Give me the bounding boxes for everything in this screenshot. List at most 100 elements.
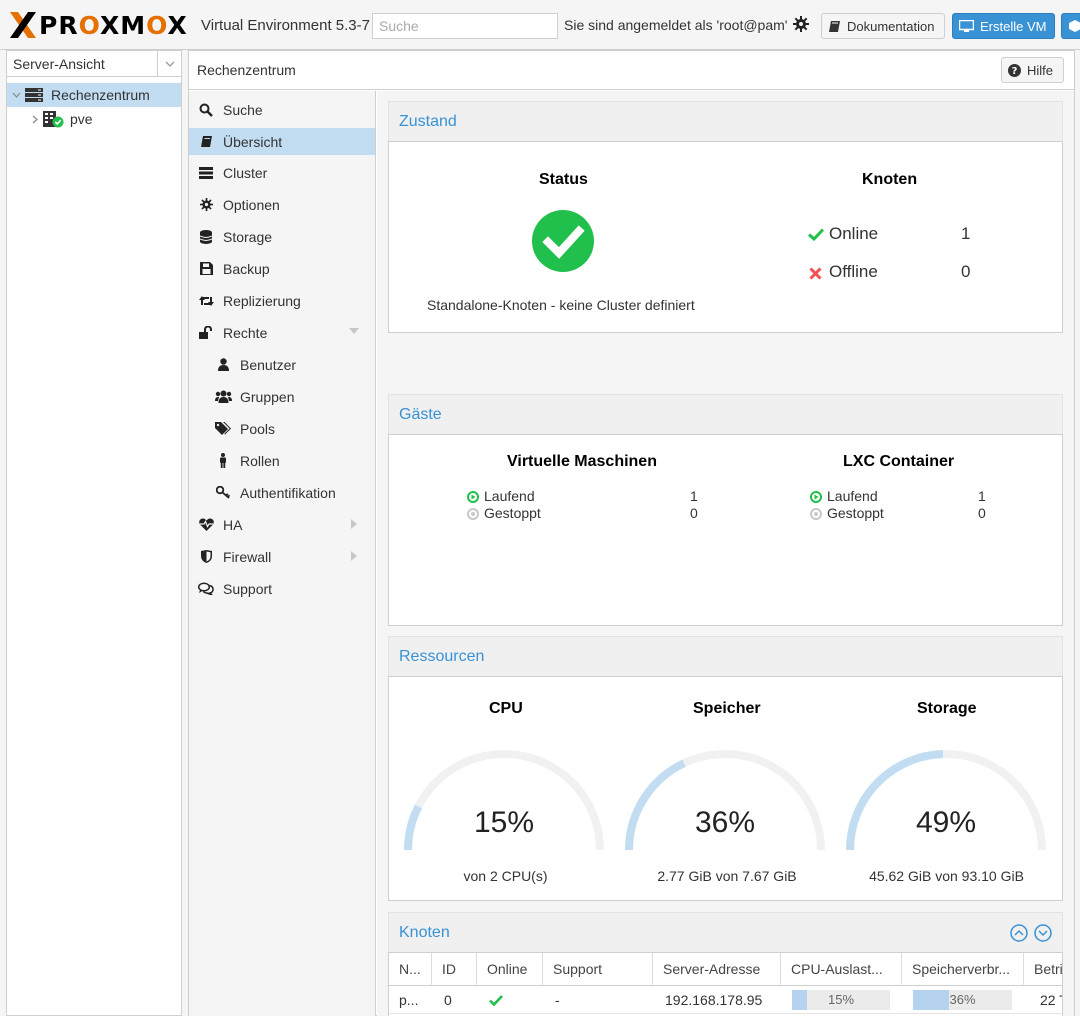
check-icon	[489, 995, 503, 1006]
help-label: Hilfe	[1027, 62, 1054, 78]
menu-item-ha[interactable]: HA	[189, 511, 375, 538]
menu-item-options[interactable]: Optionen	[189, 191, 375, 218]
ct-heading: LXC Container	[843, 453, 955, 470]
user-icon	[214, 357, 232, 373]
male-icon	[214, 453, 232, 469]
cpu-usage-bar: 15%	[792, 990, 890, 1010]
ct-running-label: Laufend	[827, 488, 878, 504]
svg-text:?: ?	[1012, 66, 1018, 77]
proxmox-logo[interactable]: PROXMOX	[8, 10, 188, 40]
gauge-cpu-percent: 15%	[473, 806, 535, 839]
online-label: Online	[829, 224, 879, 243]
menu-item-roles[interactable]: Rollen	[189, 447, 375, 474]
menu-item-replication[interactable]: Replizierung	[189, 287, 375, 314]
menu-item-label: Suche	[223, 101, 263, 118]
caret-down-icon[interactable]	[349, 328, 359, 334]
tree-item-datacenter[interactable]: Rechenzentrum	[7, 83, 181, 107]
gauge-storage-detail: 45.62 GiB von 93.10 GiB	[869, 868, 1024, 884]
menu-item-backup[interactable]: Backup	[189, 255, 375, 282]
memory-usage-bar: 36%	[913, 990, 1012, 1010]
stop-circle-icon	[467, 508, 479, 520]
users-icon	[214, 389, 232, 405]
menu-item-label: Replizierung	[223, 292, 301, 309]
menu-item-users[interactable]: Benutzer	[189, 351, 375, 378]
column-header-name[interactable]: N...	[389, 953, 432, 986]
nodes-heading: Knoten	[862, 171, 918, 188]
gear-icon[interactable]	[793, 16, 809, 32]
column-header-cpu[interactable]: CPU-Auslast...	[781, 953, 902, 986]
retweet-icon	[197, 293, 215, 309]
menu-item-firewall[interactable]: Firewall	[189, 543, 375, 570]
gear-icon	[197, 197, 215, 213]
gauge-cpu-detail: von 2 CPU(s)	[463, 868, 548, 884]
menu-item-overview[interactable]: Übersicht	[189, 128, 375, 155]
panel-guests-title: Gäste	[388, 394, 1063, 434]
comments-icon	[197, 581, 215, 597]
column-header-uptime[interactable]: Betri	[1034, 961, 1063, 977]
brand-name: PROXMOX	[39, 10, 188, 40]
cpu-usage-text: 15%	[827, 992, 855, 1007]
search-input[interactable]	[372, 13, 558, 39]
create-vm-label: Erstelle VM	[980, 18, 1047, 34]
database-icon	[197, 229, 215, 245]
menu-item-label: Firewall	[223, 548, 272, 565]
menu-item-support[interactable]: Support	[189, 575, 375, 602]
caret-right-icon[interactable]	[351, 551, 357, 561]
resource-tree: Server-Ansicht Rechenzentrum pve	[6, 50, 182, 1016]
column-header-online[interactable]: Online	[477, 953, 543, 986]
gauge-storage: 49%	[846, 750, 1046, 860]
page-title: Rechenzentrum	[197, 62, 296, 78]
ct-running-count: 1	[978, 488, 986, 504]
play-circle-icon	[467, 491, 479, 503]
menu-item-permissions[interactable]: Rechte	[189, 319, 375, 346]
top-toolbar: PROXMOX Virtual Environment 5.3-7 Sie si…	[0, 0, 1080, 50]
cell-address: 192.168.178.95	[665, 992, 763, 1008]
node-online-icon	[43, 111, 64, 128]
column-header-address[interactable]: Server-Adresse	[653, 953, 781, 986]
chevron-circle-down-icon[interactable]	[1034, 924, 1052, 942]
version-label: Virtual Environment 5.3-7	[201, 17, 370, 34]
caret-right-icon[interactable]	[351, 519, 357, 529]
check-circle-icon	[532, 210, 594, 272]
menu-item-search[interactable]: Suche	[189, 96, 375, 123]
menu-item-label: Optionen	[223, 196, 280, 213]
book-icon	[829, 20, 840, 32]
column-header-id[interactable]: ID	[432, 953, 477, 986]
menu-item-label: Gruppen	[240, 388, 295, 405]
menu-item-pools[interactable]: Pools	[189, 415, 375, 442]
cell-uptime: 22 T	[1040, 992, 1062, 1008]
view-selector-value: Server-Ansicht	[13, 56, 105, 72]
menu-item-authentication[interactable]: Authentifikation	[189, 479, 375, 506]
server-icon	[197, 165, 215, 181]
gauge-cpu: 15%	[404, 750, 604, 860]
status-text: Standalone-Knoten - keine Cluster defini…	[427, 297, 695, 313]
cube-icon	[1069, 20, 1080, 32]
create-ct-button[interactable]	[1061, 13, 1080, 39]
help-button[interactable]: ? Hilfe	[1001, 57, 1064, 83]
table-row[interactable]: p... 0 - 192.168.178.95 15% 36% 22 T	[389, 986, 1062, 1014]
chevron-down-icon[interactable]	[10, 92, 22, 98]
create-vm-button[interactable]: Erstelle VM	[952, 13, 1055, 39]
key-icon	[214, 485, 232, 501]
chevron-down-icon[interactable]	[157, 51, 181, 76]
column-header-memory[interactable]: Speicherverbr...	[902, 953, 1024, 986]
menu-item-groups[interactable]: Gruppen	[189, 383, 375, 410]
vm-running-label: Laufend	[484, 488, 535, 504]
cell-support: -	[555, 992, 560, 1008]
documentation-button[interactable]: Dokumentation	[821, 13, 945, 39]
menu-item-cluster[interactable]: Cluster	[189, 159, 375, 186]
tree-item-label: pve	[70, 111, 93, 127]
chevron-circle-up-icon[interactable]	[1010, 924, 1028, 942]
view-selector[interactable]: Server-Ansicht	[7, 51, 181, 77]
column-header-support[interactable]: Support	[543, 953, 653, 986]
menu-item-storage[interactable]: Storage	[189, 223, 375, 250]
menu-item-label: Übersicht	[223, 133, 283, 150]
cell-name: p...	[399, 992, 419, 1008]
vm-stopped-label: Gestoppt	[484, 505, 541, 521]
panel-nodes-title-text: Knoten	[399, 924, 450, 941]
chevron-right-icon[interactable]	[29, 115, 41, 124]
tree-item-node-pve[interactable]: pve	[7, 107, 181, 131]
menu-item-label: Support	[223, 580, 273, 597]
menu-item-label: Rollen	[240, 452, 280, 469]
panel-header: Rechenzentrum ? Hilfe	[189, 51, 1074, 90]
